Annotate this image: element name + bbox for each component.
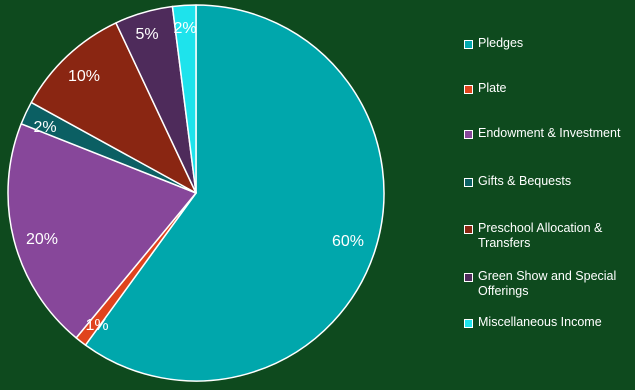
legend-item-pledges: Pledges: [464, 36, 632, 51]
pie-slices: [7, 4, 385, 382]
legend-item-gifts: Gifts & Bequests: [464, 174, 632, 189]
legend-label-misc: Miscellaneous Income: [478, 315, 602, 329]
slice-label-preschool: 10%: [68, 68, 100, 85]
legend-label-gifts: Gifts & Bequests: [478, 174, 572, 188]
legend-swatch-misc: [464, 319, 473, 328]
pie-slice-preschool: [30, 22, 197, 194]
pie-slice-endowment: [7, 123, 197, 339]
legend-label-pledges: Pledges: [478, 36, 524, 50]
legend-swatch-gifts: [464, 178, 473, 187]
legend-swatch-preschool: [464, 225, 473, 234]
legend-item-plate: Plate: [464, 81, 632, 96]
pie-slice-pledges: [84, 4, 385, 382]
legend-swatch-plate: [464, 85, 473, 94]
slice-label-gifts: 2%: [33, 119, 56, 136]
legend-swatch-green-show: [464, 273, 473, 282]
legend-swatch-endowment: [464, 130, 473, 139]
slice-label-endowment: 20%: [26, 231, 58, 248]
legend-label-green-show: Green Show and Special Offerings: [478, 269, 617, 298]
pie-slice-labels: 60% 1% 20% 2% 10% 5% 2%: [26, 20, 364, 334]
slice-label-green-show: 5%: [135, 26, 158, 43]
slice-label-plate: 1%: [85, 317, 108, 334]
slice-label-misc: 2%: [173, 20, 196, 37]
legend-swatch-pledges: [464, 40, 473, 49]
slice-label-pledges: 60%: [332, 233, 364, 250]
legend-label-endowment: Endowment & Investment: [478, 126, 621, 140]
legend-item-preschool: Preschool Allocation & Transfers: [464, 221, 632, 251]
legend-item-endowment: Endowment & Investment: [464, 126, 632, 141]
legend-item-misc: Miscellaneous Income: [464, 315, 632, 330]
legend-label-preschool: Preschool Allocation & Transfers: [478, 221, 603, 250]
pie-slice-misc: [171, 4, 197, 194]
legend-item-green-show: Green Show and Special Offerings: [464, 269, 632, 299]
legend-label-plate: Plate: [478, 81, 507, 95]
